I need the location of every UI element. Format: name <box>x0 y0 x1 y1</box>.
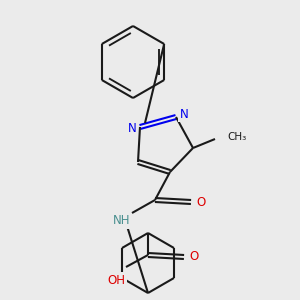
Text: CH₃: CH₃ <box>227 132 246 142</box>
Text: OH: OH <box>107 274 125 286</box>
Text: N: N <box>128 122 136 134</box>
Text: N: N <box>180 107 188 121</box>
Text: O: O <box>196 196 206 208</box>
Text: O: O <box>189 250 199 263</box>
Text: NH: NH <box>113 214 131 227</box>
